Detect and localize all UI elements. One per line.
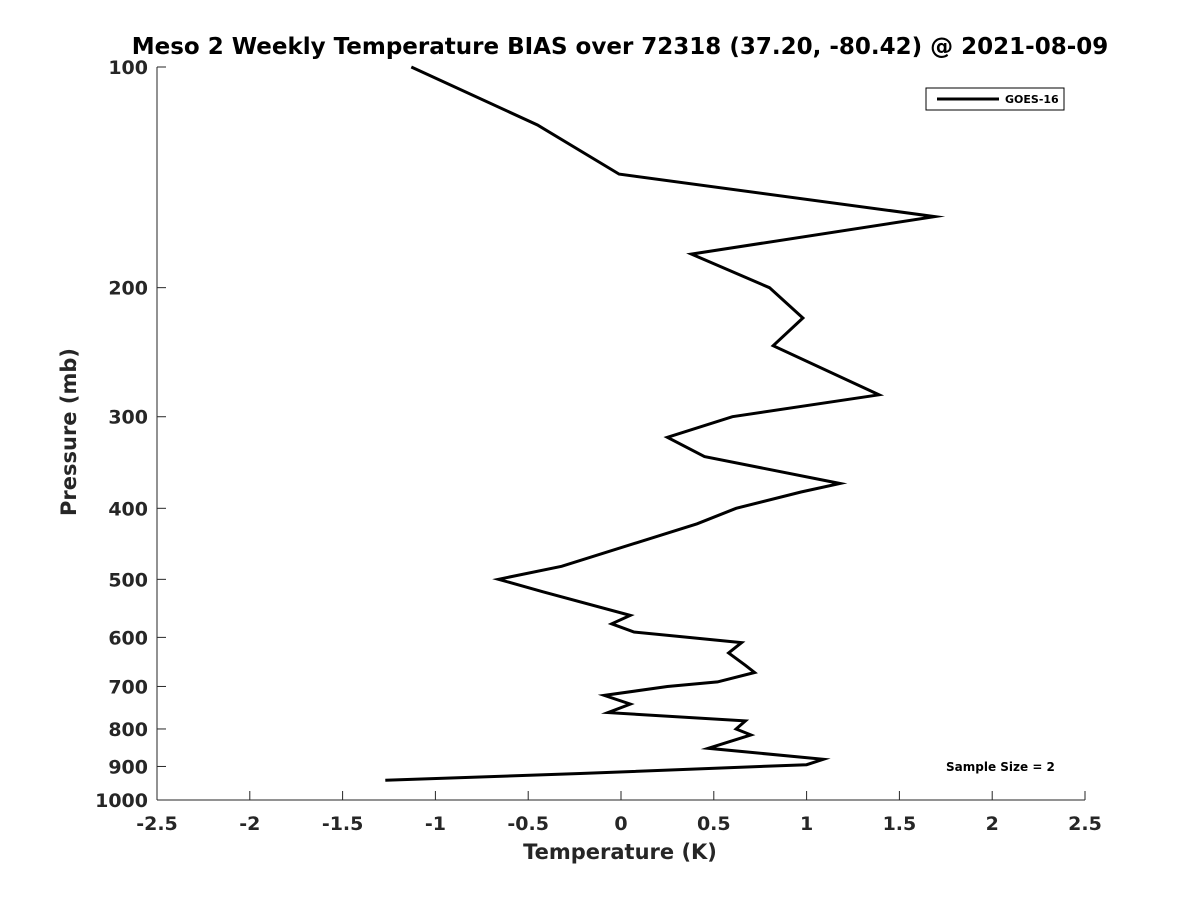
y-axis-ticks: 100 200 300 400 500 600 700 800 900 1000 [95, 57, 166, 812]
x-tick-label: 1.5 [883, 813, 917, 835]
x-tick-label: 0 [614, 813, 627, 835]
y-tick-label: 100 [108, 57, 148, 79]
x-tick-label: 2 [986, 813, 999, 835]
x-tick-label: -2 [239, 813, 260, 835]
y-tick-label: 300 [108, 407, 148, 429]
x-tick-label: -1 [425, 813, 446, 835]
y-axis-label: Pressure (mb) [57, 348, 81, 516]
y-tick-label: 1000 [95, 790, 148, 812]
legend-label-goes-16: GOES-16 [1005, 93, 1059, 106]
x-tick-label: 1 [800, 813, 813, 835]
x-tick-label: -2.5 [136, 813, 178, 835]
y-tick-label: 900 [108, 756, 148, 778]
x-tick-label: 2.5 [1068, 813, 1102, 835]
x-tick-label: -0.5 [507, 813, 549, 835]
y-tick-label: 600 [108, 627, 148, 649]
y-tick-label: 200 [108, 278, 148, 300]
series-layer [385, 65, 946, 782]
x-axis-ticks: -2.5 -2 -1.5 -1 -0.5 0 0.5 1 1.5 2 2.5 [136, 791, 1102, 835]
x-tick-label: 0.5 [697, 813, 731, 835]
y-tick-label: 500 [108, 569, 148, 591]
x-axis-label: Temperature (K) [523, 840, 717, 864]
y-tick-label: 800 [108, 719, 148, 741]
y-tick-label: 700 [108, 676, 148, 698]
chart-title: Meso 2 Weekly Temperature BIAS over 7231… [132, 34, 1109, 60]
sample-size-annotation: Sample Size = 2 [946, 760, 1055, 774]
y-tick-label: 400 [108, 498, 148, 520]
x-tick-label: -1.5 [322, 813, 364, 835]
legend: GOES-16 [925, 87, 1065, 111]
series-line-goes-16 [385, 65, 946, 782]
